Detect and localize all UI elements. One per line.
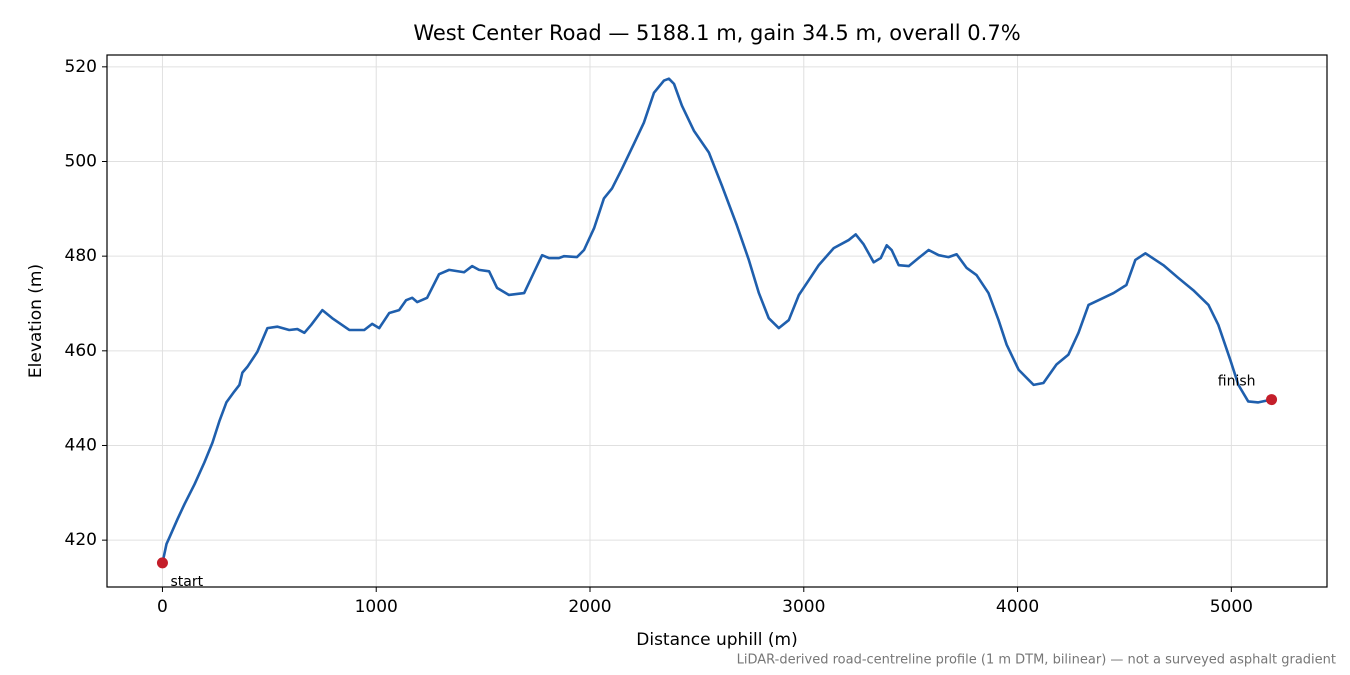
footnote: LiDAR-derived road-centreline profile (1… <box>737 653 1336 668</box>
plot-frame <box>106 54 1328 588</box>
y-tick-label: 440 <box>65 435 97 455</box>
x-tick-label: 2000 <box>568 597 611 617</box>
x-tick-label: 1000 <box>355 597 398 617</box>
x-tick-label: 0 <box>157 597 168 617</box>
y-tick-label: 480 <box>65 246 97 266</box>
elevation-line <box>161 77 1272 564</box>
endpoint-marker <box>1266 394 1278 406</box>
y-tick-label: 460 <box>65 341 97 361</box>
y-tick-label: 420 <box>65 530 97 550</box>
x-axis-label: Distance uphill (m) <box>636 630 797 650</box>
annotation: start <box>170 574 203 590</box>
chart-title: West Center Road — 5188.1 m, gain 34.5 m… <box>413 21 1020 45</box>
endpoint-marker <box>156 557 168 569</box>
x-tick-label: 4000 <box>996 597 1039 617</box>
y-tick-label: 520 <box>65 57 97 77</box>
x-tick-label: 5000 <box>1210 597 1253 617</box>
y-tick-label: 500 <box>65 151 97 171</box>
annotation: finish <box>1218 374 1256 390</box>
x-tick-label: 3000 <box>782 597 825 617</box>
y-axis-label: Elevation (m) <box>26 264 46 378</box>
